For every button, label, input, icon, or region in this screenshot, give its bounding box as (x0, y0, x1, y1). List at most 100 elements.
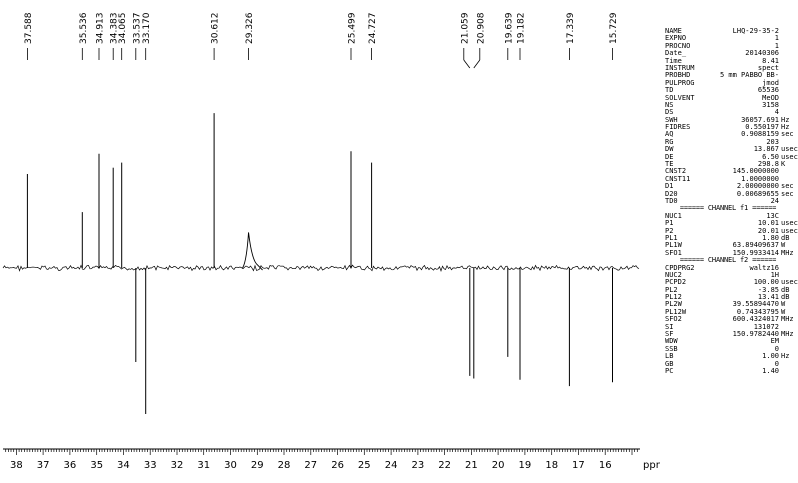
x-tick-label: 18 (545, 460, 558, 471)
parameter-value: -3.85 (757, 285, 779, 294)
parameter-value: LHQ-29-35-2 (732, 27, 779, 35)
parameter-row: NAME LHQ-29-35-2 (665, 27, 791, 35)
x-tick-label: 24 (385, 460, 398, 471)
parameter-value: 0.74343795 (736, 307, 779, 316)
parameter-row: PL1W 63.89409637 W (665, 241, 791, 250)
parameter-unit: dB (781, 285, 790, 294)
parameter-name: TD (665, 86, 674, 95)
peak-label: 21.059 (460, 12, 470, 44)
parameter-value: 6.50 (762, 152, 779, 161)
parameter-name: PROCNO (665, 41, 691, 50)
parameter-row: TE 298.8 K (665, 160, 791, 168)
parameter-row: PCPD2 100.00 usec (665, 278, 798, 286)
parameter-row: SFO1 150.9933414 MHz (665, 248, 794, 257)
peak-label: 25.499 (348, 12, 358, 44)
parameter-name: INSTRUM (665, 63, 695, 72)
parameter-row: PL1 1.80 dB (665, 233, 791, 242)
peak (242, 232, 263, 271)
parameter-value: 150.9782440 (732, 330, 779, 339)
parameter-name: TD0 (665, 196, 678, 205)
parameter-value: 1.40 (762, 367, 779, 375)
parameter-value: EM (770, 337, 779, 346)
parameter-row: Date_ 20140306 (665, 49, 791, 57)
x-tick-label: 19 (519, 460, 532, 471)
x-tick-label: 32 (171, 460, 184, 471)
parameter-name: SF (665, 330, 674, 339)
x-tick-label: 20 (492, 460, 505, 471)
parameter-name: DS (665, 108, 674, 117)
parameter-unit: Hz (781, 123, 790, 132)
parameter-name: FIDRES (665, 123, 691, 132)
parameter-row: D20 0.00689655 sec (665, 189, 794, 198)
parameter-value: 10.01 (757, 219, 779, 228)
parameter-unit: Hz (781, 352, 790, 361)
parameter-value: 13.41 (757, 293, 779, 302)
x-tick-label: 33 (144, 460, 157, 471)
parameter-row: PL2W 39.55894470 W (665, 301, 791, 309)
x-tick-label: 21 (465, 460, 478, 471)
parameter-value: 13.867 (753, 145, 779, 154)
parameter-name: D20 (665, 189, 678, 198)
parameter-name: DW (665, 145, 674, 154)
parameter-row: NUC1 13C (665, 211, 791, 220)
spectrum-baseline-noise (2, 264, 640, 272)
peak-label: 33.537 (132, 13, 142, 45)
peak-label: 37.588 (24, 12, 34, 44)
parameter-row: CNST11 1.0000000 (665, 174, 791, 183)
parameter-row: LB 1.00 Hz (665, 352, 791, 361)
parameter-value: MeOD (762, 93, 779, 102)
parameter-row: RG 203 (665, 138, 791, 146)
parameter-row: SSB 0 (665, 345, 791, 353)
parameter-name: CNST2 (665, 167, 687, 176)
parameter-row: PULPROG jmod (665, 79, 791, 87)
acquisition-parameters: NAME LHQ-29-35-2 EXPNO 1 PROCNO 1 Date_ 2014030… (665, 27, 798, 376)
parameter-name: P2 (665, 226, 674, 235)
parameter-name: DE (665, 152, 674, 161)
peak-label: 34.065 (118, 13, 128, 45)
parameter-name: P1 (665, 219, 674, 228)
peak-label: 30.612 (211, 13, 221, 45)
parameter-row: GB 0 (665, 359, 791, 368)
x-tick-label: 23 (412, 460, 425, 471)
general-parameters: NAME LHQ-29-35-2 EXPNO 1 PROCNO 1 Date_ 2014030… (665, 27, 798, 205)
x-tick-label: 26 (331, 460, 344, 471)
peak-label-leader (463, 59, 471, 69)
parameter-name: WDW (665, 337, 678, 346)
parameter-name: NAME (665, 27, 682, 35)
parameter-value: 0.00689655 (736, 189, 779, 198)
x-axis-tick-labels: 38 37 36 35 34 33 32 31 30 29 28 27 26 25 24 23 22 21 20 19… (10, 460, 612, 471)
parameter-name: CNST11 (665, 174, 691, 183)
parameter-value: 8.41 (762, 56, 779, 65)
x-tick-label: 34 (117, 460, 130, 471)
parameter-name: SFO1 (665, 248, 682, 257)
parameter-name: CPDPRG2 (665, 263, 695, 272)
parameter-row: PROBHD 5 mm PABBO BB- (665, 71, 791, 79)
parameter-row: CPDPRG2 waltz16 (665, 263, 791, 272)
parameter-unit: usec (781, 152, 798, 161)
x-tick-label: 36 (64, 460, 77, 471)
spectrum-peaks (26, 113, 613, 414)
parameter-row: PROCNO 1 (665, 41, 791, 50)
parameter-unit: dB (781, 293, 790, 302)
parameter-name: GB (665, 359, 674, 368)
parameter-name: SFO2 (665, 315, 682, 324)
parameter-name: SWH (665, 115, 678, 124)
parameter-name: D1 (665, 182, 674, 191)
x-tick-label: 28 (278, 460, 291, 471)
parameter-value: 13C (766, 211, 779, 220)
x-tick-label: 31 (197, 460, 210, 471)
parameter-value: 1H (770, 270, 779, 279)
x-axis-label: ppm (643, 460, 660, 471)
parameter-unit: usec (781, 145, 798, 154)
parameter-name: PL2 (665, 285, 678, 294)
x-axis-ticks (5, 449, 638, 455)
peak-label: 29.326 (245, 12, 255, 44)
peak-label: 19.639 (504, 12, 514, 44)
peak-label: 20.908 (476, 12, 486, 44)
parameter-unit: dB (781, 233, 790, 242)
peak-label: 24.727 (368, 13, 378, 45)
channel-f2-parameters: CPDPRG2 waltz16 NUC2 1H PCPD2 100.00 usec PL2 -3… (665, 263, 798, 376)
parameter-value: 1.0000000 (741, 174, 779, 183)
parameter-name: PL1W (665, 241, 682, 250)
